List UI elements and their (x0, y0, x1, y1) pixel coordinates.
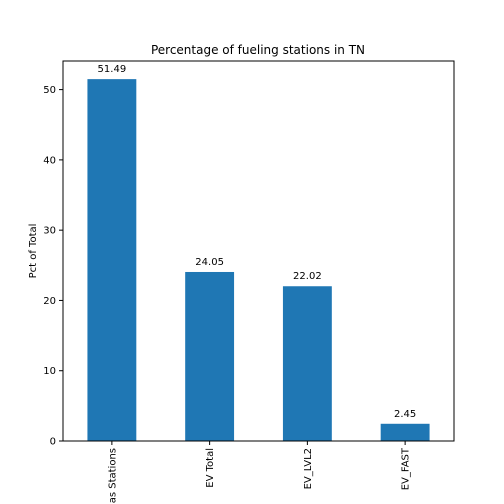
chart-title: Percentage of fueling stations in TN (151, 43, 365, 57)
x-axis-ticks: Gas Stations EV Total EV_LVL2 EV_FAST (107, 441, 412, 504)
data-labels: 51.49 24.05 22.02 2.45 (98, 64, 417, 420)
x-tick-label: EV Total (205, 448, 216, 488)
bar-value-label: 51.49 (98, 64, 127, 75)
y-tick-label: 20 (43, 296, 56, 307)
y-tick-label: 30 (43, 226, 56, 237)
bar-value-label: 2.45 (394, 409, 416, 420)
x-tick-label: EV_FAST (401, 447, 412, 490)
x-tick-label: Gas Stations (107, 448, 118, 504)
y-tick-label: 40 (43, 155, 56, 166)
bars (87, 79, 430, 441)
y-tick-label: 50 (43, 85, 56, 96)
y-tick-label: 0 (50, 437, 56, 448)
y-axis-label: Pct of Total (28, 224, 39, 279)
bar-value-label: 22.02 (293, 271, 322, 282)
x-tick-label: EV_LVL2 (303, 448, 314, 489)
y-axis-ticks: 0 10 20 30 40 50 (43, 85, 63, 448)
plot-frame (62, 60, 455, 442)
bar (185, 271, 235, 441)
y-tick-label: 10 (43, 366, 56, 377)
bar (87, 79, 137, 441)
bar-value-label: 24.05 (195, 257, 224, 268)
bar (380, 423, 430, 441)
bar (282, 286, 332, 441)
